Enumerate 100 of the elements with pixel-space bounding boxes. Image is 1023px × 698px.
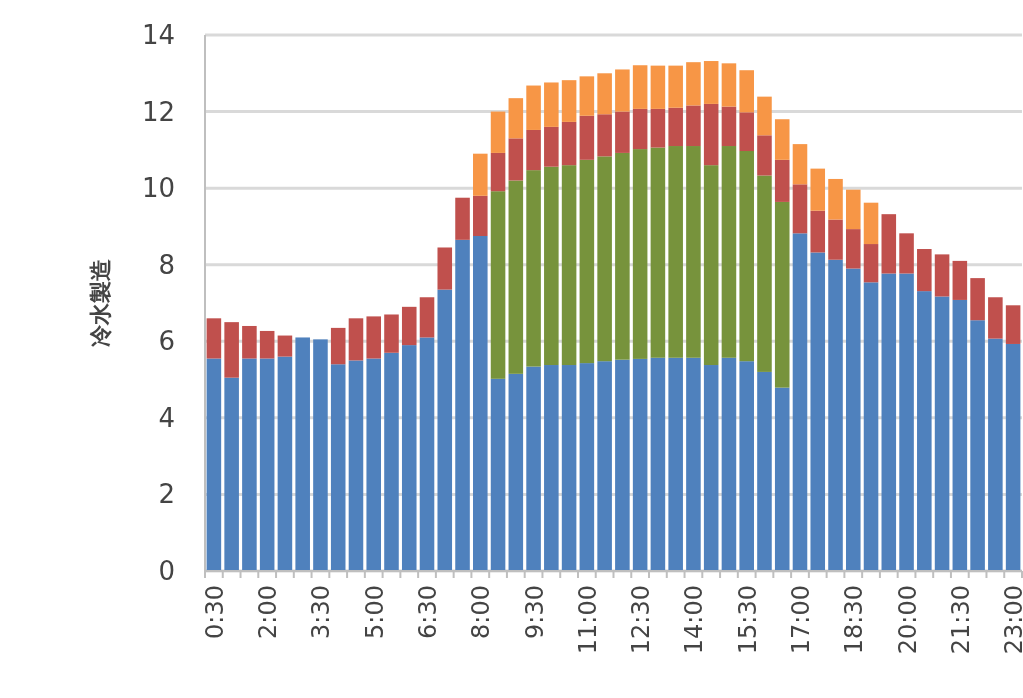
bar <box>544 166 559 366</box>
bar <box>473 236 488 571</box>
bar <box>455 197 470 240</box>
bar <box>561 80 577 122</box>
bar <box>313 339 328 571</box>
bar <box>597 114 612 157</box>
bar <box>455 239 470 571</box>
bar <box>757 135 772 176</box>
bar <box>579 76 595 116</box>
bar <box>774 387 790 571</box>
bar <box>277 356 293 571</box>
x-tick-label: 17:00 <box>786 585 815 655</box>
bar <box>934 254 950 297</box>
bar <box>597 73 612 115</box>
bar <box>792 233 808 571</box>
bar <box>774 201 790 388</box>
bar <box>526 85 541 130</box>
bar <box>579 115 595 160</box>
bar <box>561 165 577 366</box>
bar <box>348 360 364 571</box>
bar <box>774 119 790 160</box>
bar <box>650 147 666 358</box>
bar <box>224 377 239 571</box>
bar <box>526 366 541 571</box>
bar <box>721 106 737 147</box>
bar <box>579 363 595 571</box>
bar <box>792 184 808 234</box>
bar <box>650 65 666 109</box>
bar <box>330 327 346 365</box>
bar <box>526 170 541 367</box>
bar <box>774 159 790 202</box>
bar <box>934 296 950 571</box>
x-tick-label: 0:30 <box>200 585 229 639</box>
bar <box>703 61 719 104</box>
bar <box>703 103 719 166</box>
bar <box>828 259 843 571</box>
bar <box>757 96 772 136</box>
bar <box>242 358 257 571</box>
bar <box>508 138 524 181</box>
x-tick-label: 9:30 <box>520 585 549 639</box>
x-tick-label: 5:00 <box>360 585 389 639</box>
bar <box>597 156 612 362</box>
bar <box>721 146 737 358</box>
bar <box>686 105 701 147</box>
bar <box>668 65 683 108</box>
y-tick-label: 2 <box>158 479 175 510</box>
bar <box>988 297 1003 339</box>
bar <box>206 358 222 571</box>
bar <box>544 365 559 571</box>
bar <box>206 318 222 359</box>
x-tick-label: 12:30 <box>627 585 656 655</box>
bar <box>686 62 701 106</box>
bar <box>988 338 1003 571</box>
bar <box>615 69 630 112</box>
x-tick-label: 23:00 <box>1000 585 1023 655</box>
bar <box>739 70 754 113</box>
bar <box>224 322 239 378</box>
x-tick-label: 3:30 <box>307 585 336 639</box>
bar <box>668 146 683 358</box>
bar <box>952 299 968 571</box>
x-tick-label: 11:00 <box>573 585 602 655</box>
bar <box>348 318 364 361</box>
bar <box>650 108 666 148</box>
bar <box>881 273 897 571</box>
bar <box>863 282 879 571</box>
bar <box>757 175 772 372</box>
y-tick-label: 12 <box>141 96 175 127</box>
x-tick-label: 15:30 <box>733 585 762 655</box>
bar <box>579 159 595 364</box>
bar <box>437 289 453 571</box>
bar <box>437 247 453 290</box>
bar <box>615 152 630 360</box>
bar <box>845 229 861 269</box>
bar <box>366 358 382 571</box>
x-tick-label: 14:00 <box>680 585 709 655</box>
bar <box>792 144 808 185</box>
bar <box>615 111 630 153</box>
y-axis-title: 冷水製造 <box>88 259 113 347</box>
bar <box>544 82 559 127</box>
bar <box>845 268 861 571</box>
y-tick-label: 14 <box>141 20 175 50</box>
bar <box>295 337 310 571</box>
bar <box>863 244 879 283</box>
bar <box>242 325 257 359</box>
bar <box>845 189 861 230</box>
bar <box>686 357 701 571</box>
x-tick-label: 18:30 <box>840 585 869 655</box>
y-tick-label: 6 <box>158 326 175 357</box>
bar <box>508 180 524 374</box>
bar <box>508 98 524 139</box>
bar <box>703 165 719 366</box>
bar <box>810 252 826 571</box>
bar <box>810 168 826 211</box>
y-tick-label: 4 <box>158 402 175 433</box>
bar <box>259 358 275 571</box>
bar <box>668 107 683 147</box>
bar <box>828 219 843 260</box>
bar <box>1005 305 1021 344</box>
bar <box>277 335 293 357</box>
bar <box>632 65 648 109</box>
